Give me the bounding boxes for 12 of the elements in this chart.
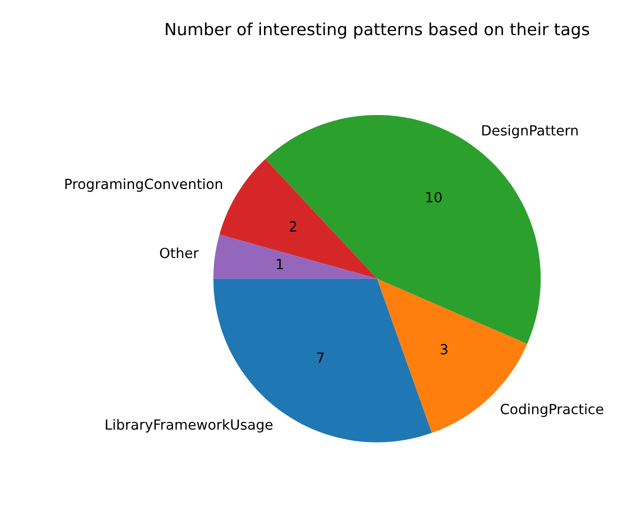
data-label: 2: [290, 221, 296, 232]
data-label: 1: [276, 259, 283, 270]
data-label: 3: [440, 344, 448, 354]
chart-title: Number of interesting patterns based on their tags: [166, 22, 590, 39]
slice-label: DesignPattern: [482, 124, 578, 138]
data-label: 7: [317, 352, 324, 363]
pie-slice: [213, 234, 378, 279]
slice-label: Other: [160, 247, 199, 258]
data-label: 10: [426, 192, 442, 202]
slice-label: LibraryFrameworkUsage: [106, 419, 272, 433]
slice-label: CodingPractice: [500, 404, 604, 417]
slice-label: ProgramingConvention: [65, 178, 222, 192]
